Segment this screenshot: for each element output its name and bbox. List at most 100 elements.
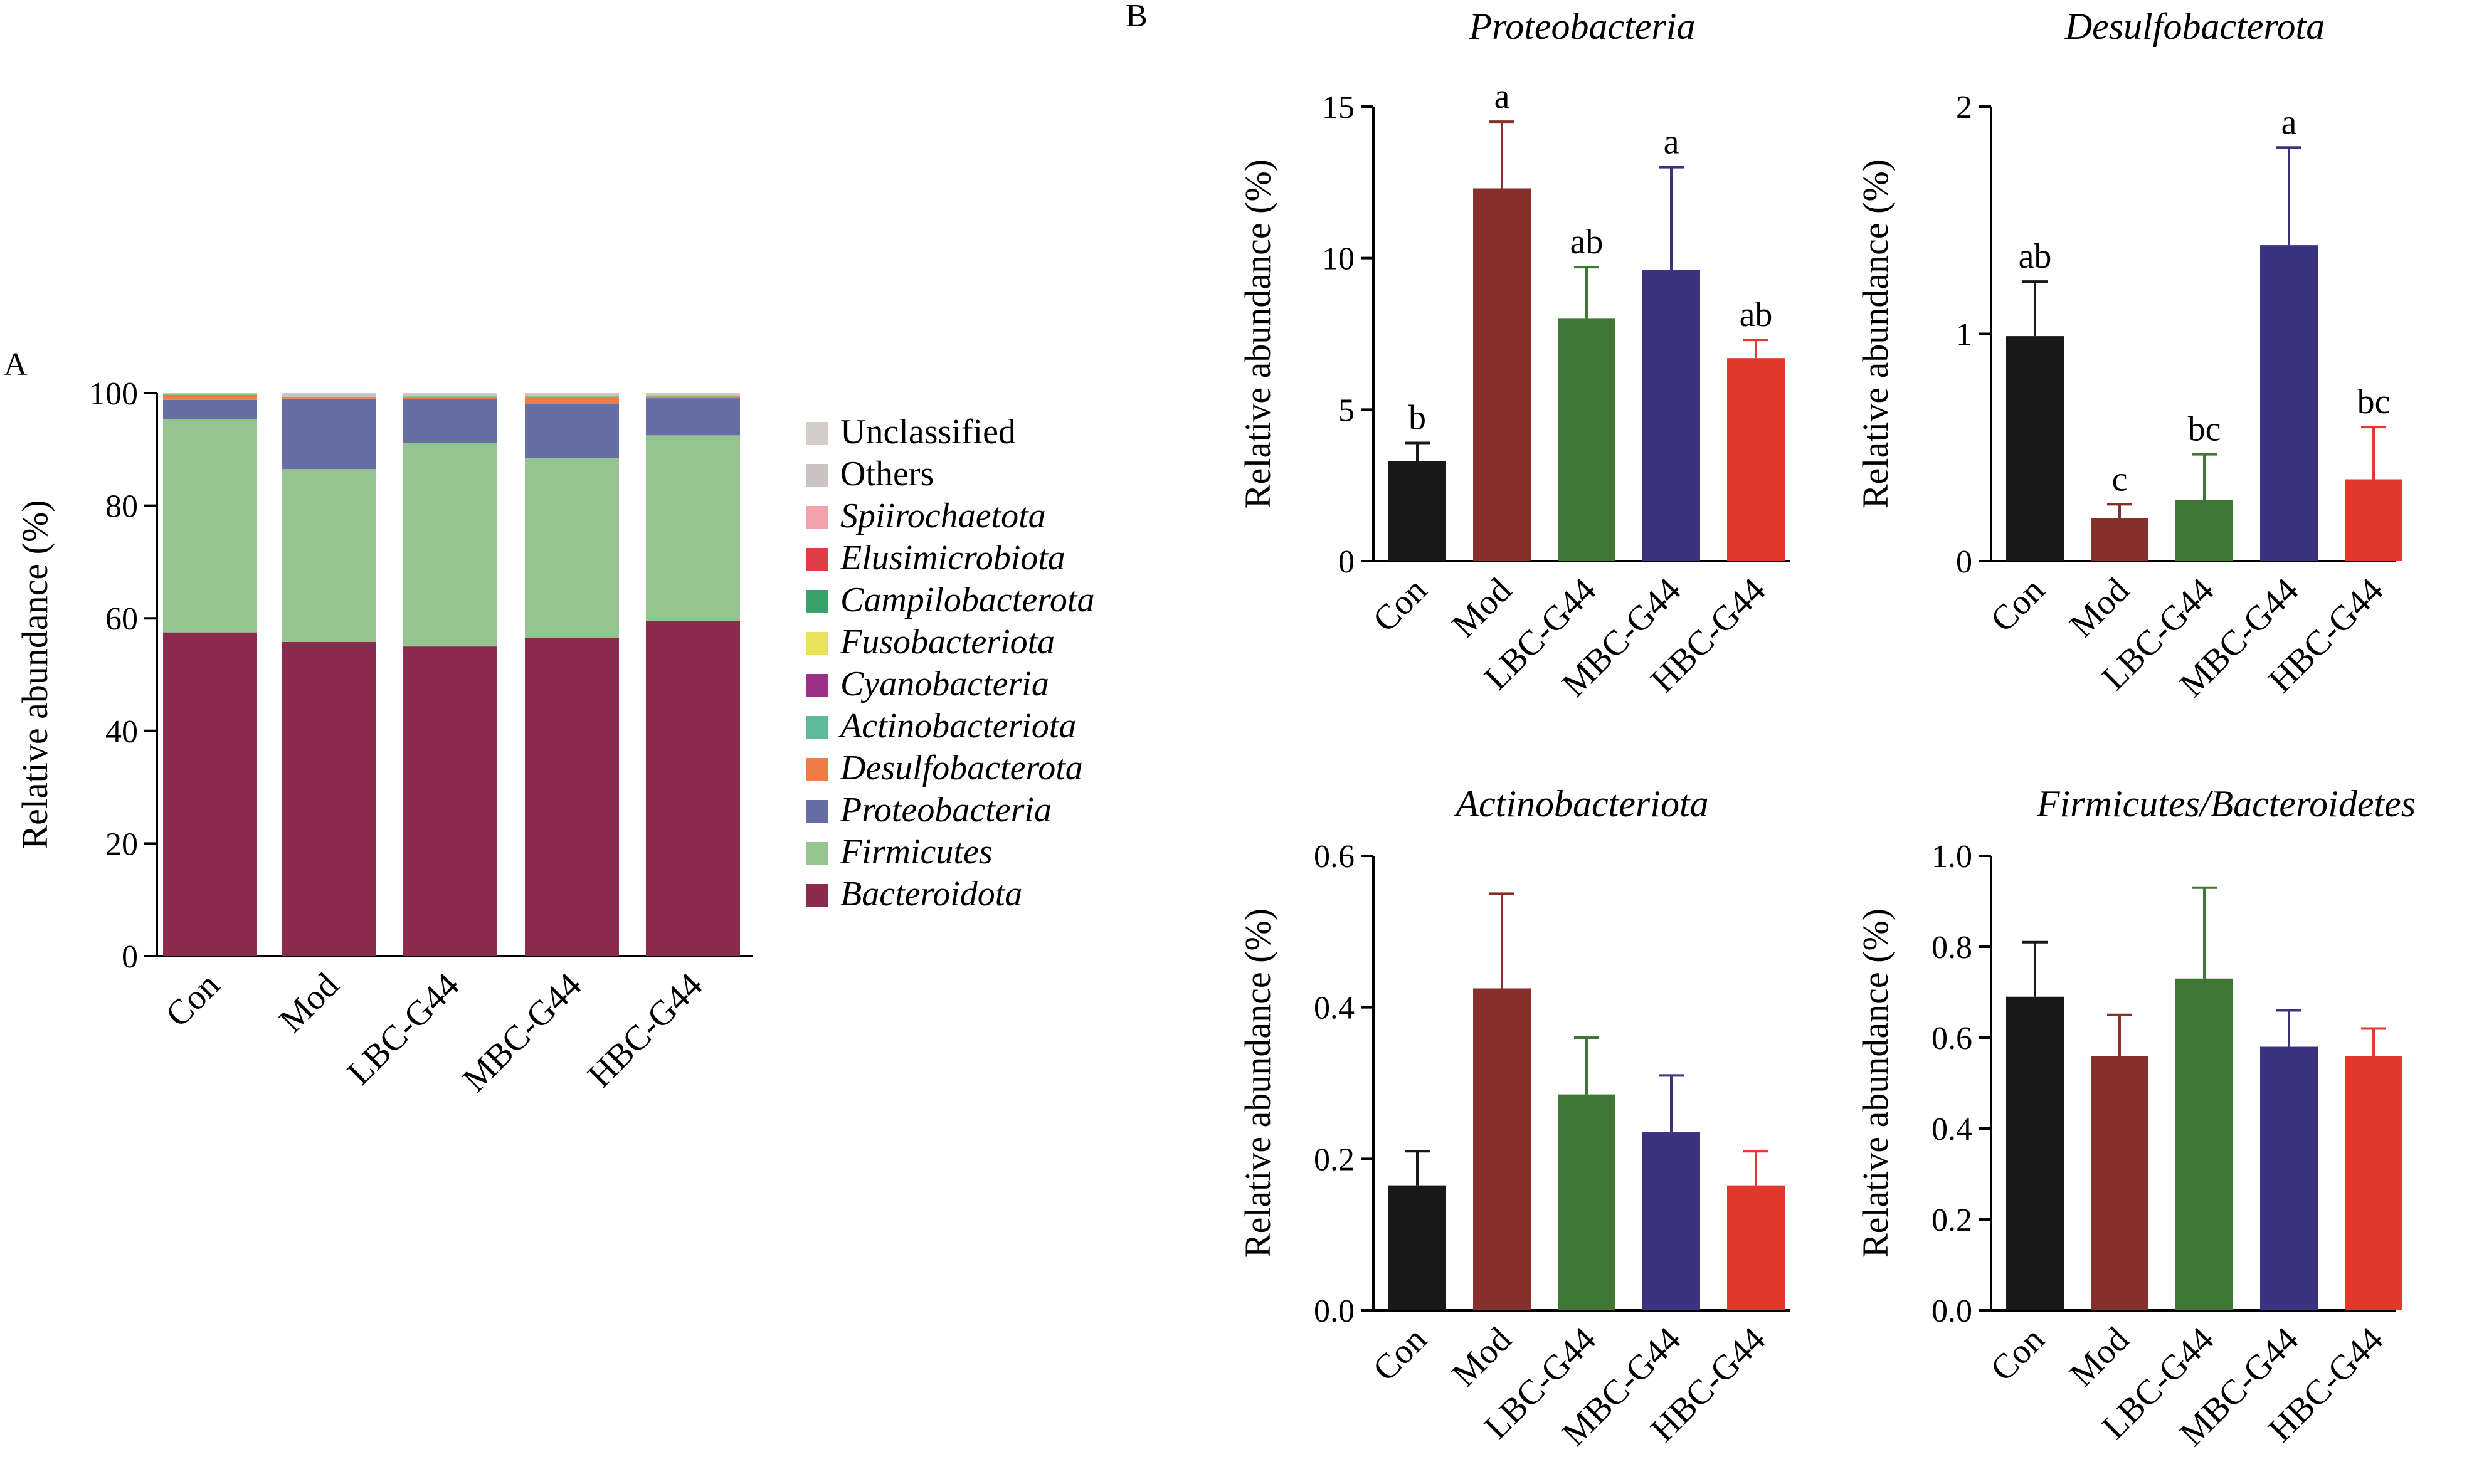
x-tick-label: LBC-G44 [340,966,467,1092]
bar-segment-proteobacteria [646,398,740,436]
bar-segment-proteobacteria [163,399,257,419]
bar [1388,1185,1446,1310]
bar-segment-firmicutes [403,443,497,647]
bar-segment-actinobacteriota [525,396,619,397]
chart-b-proteobacteria: 0 5 10 15 Relative abundance (%) b a ab a ab Con Mo… [1237,6,1790,705]
legend-swatch [806,422,828,445]
significance-letter: ab [1570,223,1604,261]
legend-swatch [806,464,828,487]
significance-letter: b [1408,399,1426,438]
significance-letter: bc [2188,410,2221,449]
bar-segment-others [403,394,497,397]
bar [2260,1046,2318,1310]
chart-title: Proteobacteria [1468,6,1695,47]
x-tick-label: Mod [2063,1320,2137,1394]
bar-segment-others [163,393,257,394]
legend-label: Desulfobacterota [840,749,1083,787]
significance-letter: bc [2357,382,2391,421]
chart-b-firmicutes-bacteroidetes: 0.0 0.2 0.4 0.6 0.8 1.0 Relative abundance (%)… [1855,783,2416,1454]
bar-segment-others [525,394,619,397]
legend-swatch [806,548,828,571]
legend-label: Elusimicrobiota [840,539,1065,577]
y-tick-label: 2 [1956,90,1972,125]
legend-swatch [806,800,828,823]
significance-letter: a [1494,77,1510,116]
legend-label: Bacteroidota [840,875,1022,913]
legend-label: Unclassified [840,413,1016,451]
bar-segment-desulfobacterota [525,397,619,404]
bar-segment-proteobacteria [525,404,619,458]
bar-segment-others [282,394,376,397]
x-tick-label: Mod [2063,571,2137,645]
bar-segment-bacteroidota [646,621,740,956]
x-tick-label: Mod [272,966,347,1040]
legend-label: Others [840,455,934,493]
bar-segment-firmicutes [525,458,619,638]
x-tick-label: Con [158,966,227,1034]
bar [2345,1056,2402,1310]
bar-segment-actinobacteriota [163,394,257,395]
y-tick-label: 0 [122,939,138,975]
x-tick-label: Con [1983,1320,2052,1389]
legend-swatch [806,884,828,907]
y-tick-label: 10 [1322,241,1355,277]
y-tick-label: 0.2 [1931,1202,1972,1238]
y-tick-label: 1.0 [1931,839,1972,875]
legend-swatch [806,716,828,739]
bar-segment-unclassified [282,393,376,394]
bar-segment-bacteroidota [525,638,619,956]
x-tick-label: HBC-G44 [581,966,711,1095]
significance-letter: c [2112,460,2128,498]
chart-title: Firmicutes/Bacteroidetes [2036,783,2416,824]
legend-swatch [806,632,828,655]
bar-segment-bacteroidota [403,646,497,956]
chart-b-actinobacteriota: 0.0 0.2 0.4 0.6 Relative abundance (%) Con Mod… [1237,783,1790,1454]
bar [1558,318,1615,561]
bar-segment-firmicutes [282,469,376,642]
y-axis-title: Relative abundance (%) [1237,159,1278,508]
y-tick-label: 0 [1338,544,1355,580]
y-tick-label: 0.2 [1314,1142,1355,1177]
x-tick-label: Con [1365,571,1434,639]
y-tick-label: 0 [1956,544,1972,580]
chart-title: Desulfobacterota [2064,6,2325,47]
legend-label: Firmicutes [840,833,993,871]
bar-segment-proteobacteria [282,399,376,470]
x-tick-label: Con [1983,571,2052,639]
significance-letter: a [1664,123,1679,162]
bar [2091,1056,2148,1310]
bar-segment-unclassified [403,393,497,394]
y-tick-label: 80 [105,489,138,525]
legend-swatch [806,506,828,529]
legend-label: Fusobacteriota [840,623,1055,661]
bar [2345,479,2402,561]
bar [1388,461,1446,561]
legend-label: Proteobacteria [840,791,1052,829]
bar-segment-firmicutes [163,419,257,633]
bar [1727,1185,1785,1310]
x-tick-label: Mod [1445,571,1519,645]
bar [2175,500,2233,561]
bar [2175,978,2233,1310]
y-tick-label: 60 [105,601,138,637]
y-tick-label: 40 [105,714,138,750]
bar-segment-bacteroidota [282,641,376,956]
bar-segment-unclassified [525,393,619,394]
bar [2260,245,2318,561]
chart-title: Actinobacteriota [1453,783,1708,824]
bar [1727,358,1785,561]
y-tick-label: 0.4 [1314,991,1355,1026]
bar-segment-desulfobacterota [163,394,257,400]
bar [1473,988,1531,1310]
y-tick-label: 0.8 [1931,930,1972,966]
bar-segment-unclassified [646,393,740,394]
legend-swatch [806,674,828,697]
bar-segment-desulfobacterota [403,397,497,399]
y-tick-label: 100 [89,376,138,412]
y-tick-label: 0.6 [1314,839,1355,875]
legend-label: Actinobacteriota [838,707,1076,745]
y-axis-title: Relative abundance (%) [1855,159,1896,508]
legend-label: Spiirochaetota [840,497,1046,535]
